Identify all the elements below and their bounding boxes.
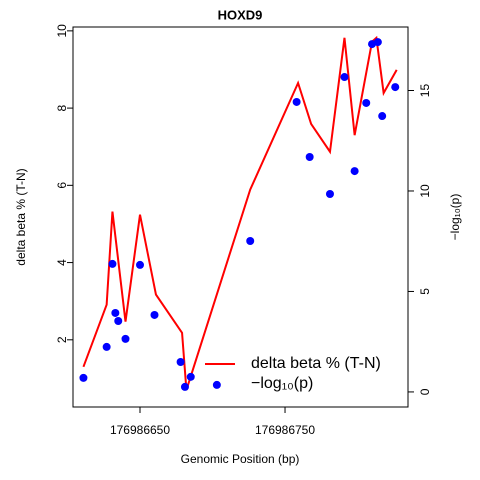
data-point xyxy=(391,83,400,92)
data-point xyxy=(136,260,144,269)
data-point xyxy=(292,97,301,106)
plot-frame xyxy=(72,26,409,408)
data-point xyxy=(378,112,387,121)
y-tick-label: 10 xyxy=(55,24,69,38)
data-point xyxy=(111,308,120,317)
legend-label: delta beta % (T-N) xyxy=(251,355,381,372)
data-point xyxy=(362,98,371,107)
y2-tick-label: 5 xyxy=(418,288,432,295)
legend-label: −log₁₀(p) xyxy=(251,375,313,392)
y2-axis-label: −log₁₀(p) xyxy=(448,194,462,241)
data-point xyxy=(121,334,130,343)
y-axis-label: delta beta % (T-N) xyxy=(14,168,28,265)
data-point xyxy=(340,73,349,82)
x-tick-label: 176986750 xyxy=(255,423,315,437)
data-point xyxy=(114,316,123,325)
x-tick-label: 176986650 xyxy=(110,423,170,437)
y-tick-label: 4 xyxy=(55,259,69,266)
chart-title: HOXD9 xyxy=(218,7,263,22)
y2-tick-label: 15 xyxy=(418,84,432,98)
data-point xyxy=(150,310,159,319)
data-point xyxy=(176,357,185,366)
y2-tick-label: 0 xyxy=(418,388,432,395)
data-point xyxy=(350,167,359,176)
data-point xyxy=(246,237,255,246)
data-point xyxy=(325,189,334,198)
data-line xyxy=(82,35,398,391)
y2-tick-label: 10 xyxy=(418,184,432,198)
y-tick-label: 2 xyxy=(55,336,69,343)
data-point xyxy=(102,342,111,351)
data-point xyxy=(186,372,195,381)
data-point xyxy=(180,382,189,391)
y-tick-label: 8 xyxy=(55,104,69,111)
data-point xyxy=(305,153,314,162)
data-point xyxy=(79,373,88,382)
data-point xyxy=(373,38,382,47)
x-axis-label: Genomic Position (bp) xyxy=(181,452,300,466)
data-point xyxy=(212,380,221,389)
data-point xyxy=(108,259,117,268)
y-tick-label: 6 xyxy=(55,182,69,189)
